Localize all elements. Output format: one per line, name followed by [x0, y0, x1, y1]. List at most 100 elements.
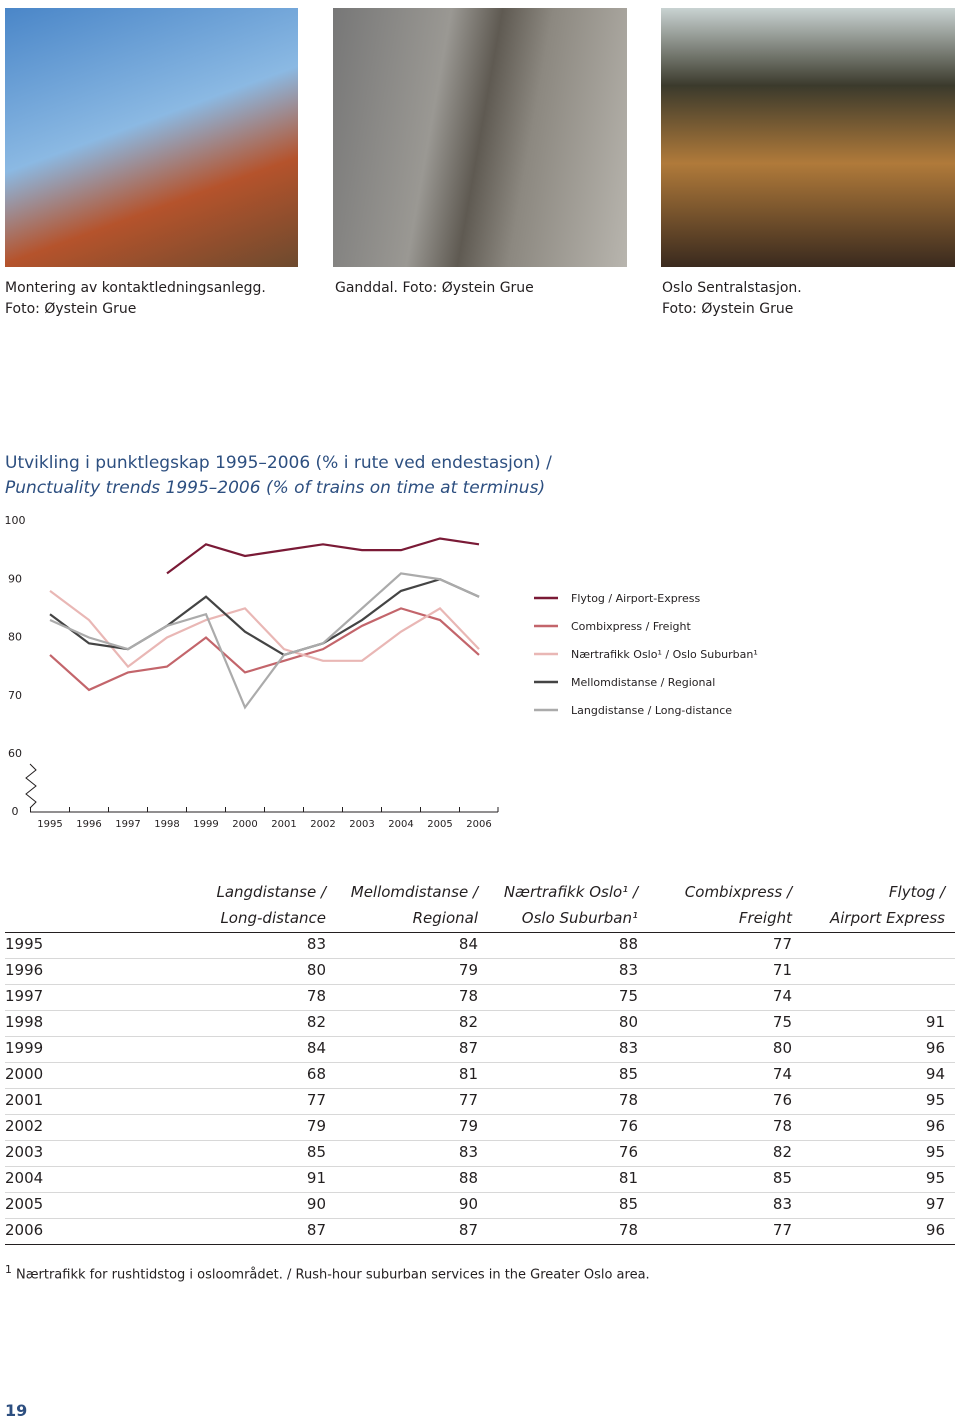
- y-tick-label: 80: [8, 631, 22, 644]
- row-rule: [5, 1114, 955, 1115]
- legend-label: Flytog / Airport-Express: [571, 592, 700, 605]
- cell: 85: [618, 1195, 638, 1213]
- row-rule: [5, 1244, 955, 1245]
- x-tick-label: 2002: [310, 819, 335, 830]
- footnote: 1 Nærtrafikk for rushtidstog i osloområd…: [5, 1263, 650, 1282]
- y-tick-label: 60: [8, 747, 22, 760]
- series-line: [49, 590, 480, 669]
- cell: 85: [772, 1169, 792, 1187]
- series-line: [49, 572, 480, 710]
- cell: 83: [772, 1195, 792, 1213]
- cell: 76: [618, 1143, 638, 1161]
- cell: 74: [772, 987, 792, 1005]
- y-tick-label: 0: [12, 805, 19, 818]
- cell: 77: [306, 1091, 326, 1109]
- row-year: 1996: [5, 961, 44, 979]
- cell: 97: [925, 1195, 945, 1213]
- row-rule: [5, 958, 955, 959]
- cell: 91: [925, 1013, 945, 1031]
- row-year: 2001: [5, 1091, 44, 1109]
- cell: 96: [925, 1221, 945, 1239]
- row-year: 2002: [5, 1117, 44, 1135]
- cell: 83: [458, 1143, 478, 1161]
- x-tick-label: 1996: [76, 819, 101, 830]
- cell: 75: [772, 1013, 792, 1031]
- header-rule: [5, 932, 955, 933]
- column-header: Flytog /: [888, 883, 945, 901]
- cell: 77: [772, 935, 792, 953]
- row-year: 1999: [5, 1039, 44, 1057]
- series-line: [166, 537, 480, 575]
- cell: 84: [458, 935, 478, 953]
- cell: 78: [772, 1117, 792, 1135]
- caption-line: Foto: Øystein Grue: [5, 301, 137, 317]
- row-rule: [5, 1036, 955, 1037]
- x-tick-label: 1995: [37, 819, 62, 830]
- column-header: Mellomdistanse /: [350, 883, 478, 901]
- cell: 68: [306, 1065, 326, 1083]
- series-line: [49, 607, 480, 692]
- axis-break: [25, 763, 37, 809]
- cell: 83: [618, 1039, 638, 1057]
- cell: 81: [618, 1169, 638, 1187]
- x-tick-label: 2000: [232, 819, 257, 830]
- x-tick-label: 2001: [271, 819, 296, 830]
- cell: 94: [925, 1065, 945, 1083]
- legend-label: Langdistanse / Long-distance: [571, 704, 732, 717]
- cell: 83: [306, 935, 326, 953]
- cell: 76: [618, 1117, 638, 1135]
- row-rule: [5, 1088, 955, 1089]
- cell: 74: [772, 1065, 792, 1083]
- x-tick-label: 1997: [115, 819, 140, 830]
- cell: 95: [925, 1169, 945, 1187]
- cell: 85: [618, 1065, 638, 1083]
- row-year: 2003: [5, 1143, 44, 1161]
- cell: 90: [306, 1195, 326, 1213]
- cell: 90: [458, 1195, 478, 1213]
- page-number: 19: [5, 1401, 28, 1420]
- caption: Oslo Sentralstasjon. Foto: Øystein Grue: [662, 278, 802, 320]
- caption-line: Foto: Øystein Grue: [662, 301, 794, 317]
- row-rule: [5, 1218, 955, 1219]
- footnote-text: Nærtrafikk for rushtidstog i osloområdet…: [16, 1267, 650, 1283]
- cell: 82: [458, 1013, 478, 1031]
- row-year: 2005: [5, 1195, 44, 1213]
- column-header: Regional: [412, 909, 478, 927]
- column-header: Nærtrafikk Oslo¹ /: [503, 883, 638, 901]
- chart-title: Utvikling i punktlegskap 1995–2006 (% i …: [5, 453, 552, 473]
- legend-label: Combixpress / Freight: [571, 620, 691, 633]
- cell: 78: [618, 1091, 638, 1109]
- row-year: 1997: [5, 987, 44, 1005]
- cell: 88: [618, 935, 638, 953]
- x-tick-label: 2006: [466, 819, 491, 830]
- cell: 80: [772, 1039, 792, 1057]
- y-tick-label: 100: [5, 514, 26, 527]
- chart: 0 60 70 80 90 100 1995 1996 1997 1998 1999 2000 2001…: [5, 514, 758, 830]
- cell: 75: [618, 987, 638, 1005]
- cell: 79: [458, 961, 478, 979]
- y-tick-label: 90: [8, 572, 22, 585]
- table: Langdistanse / Long-distance Mellomdistans…: [0, 875, 960, 1250]
- cell: 78: [618, 1221, 638, 1239]
- cell: 85: [306, 1143, 326, 1161]
- row-rule: [5, 1140, 955, 1141]
- column-header: Freight: [738, 909, 792, 927]
- row-year: 1995: [5, 935, 44, 953]
- cell: 87: [458, 1039, 478, 1057]
- cell: 80: [618, 1013, 638, 1031]
- column-header: Combixpress /: [684, 883, 792, 901]
- caption: Montering av kontaktledningsanlegg. Foto:…: [5, 278, 266, 320]
- x-tick-label: 2005: [427, 819, 452, 830]
- caption-line: Montering av kontaktledningsanlegg.: [5, 280, 266, 296]
- cell: 82: [306, 1013, 326, 1031]
- cell: 71: [772, 961, 792, 979]
- cell: 79: [306, 1117, 326, 1135]
- cell: 96: [925, 1117, 945, 1135]
- photo: [5, 8, 298, 267]
- caption-line: Oslo Sentralstasjon.: [662, 280, 802, 296]
- cell: 84: [306, 1039, 326, 1057]
- cell: 83: [618, 961, 638, 979]
- cell: 78: [306, 987, 326, 1005]
- photo: [333, 8, 627, 267]
